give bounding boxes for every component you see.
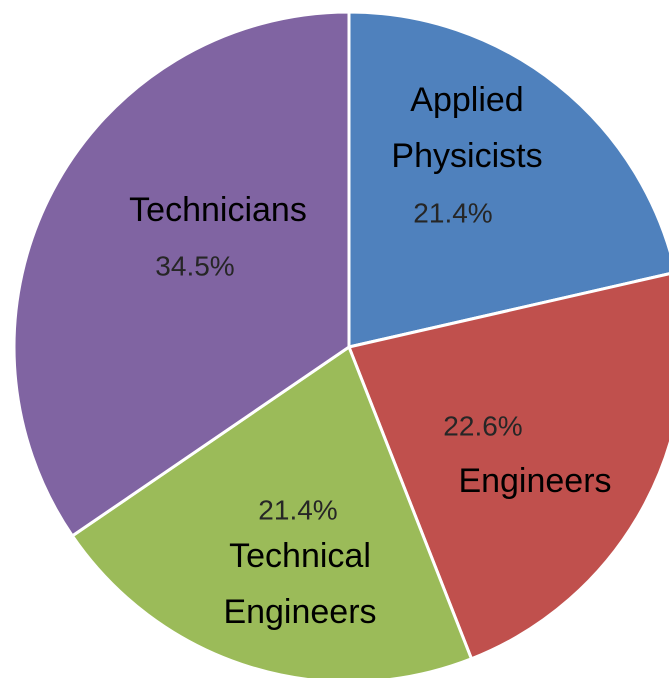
label-line: Technicians <box>129 191 307 229</box>
value-label: 21.4% <box>258 494 337 525</box>
label-line: Technical <box>229 537 371 575</box>
value-label: 21.4% <box>413 197 492 228</box>
pie-slice <box>347 10 669 349</box>
label-line: Engineers <box>458 462 611 500</box>
label-line: Physicists <box>391 137 542 175</box>
value-label: 34.5% <box>155 250 234 281</box>
slice-label: Technical Engineers <box>223 537 376 631</box>
slice-label: Applied Physicists <box>391 81 542 175</box>
label-line: Applied <box>410 81 523 119</box>
pie-slice <box>347 272 669 661</box>
label-line: Engineers <box>223 593 376 631</box>
value-label: 22.6% <box>443 410 522 441</box>
pie-slice <box>12 10 351 538</box>
slice-label: Engineers <box>458 462 611 500</box>
pie-slice <box>70 345 473 678</box>
slice-label: Technicians <box>129 191 307 229</box>
